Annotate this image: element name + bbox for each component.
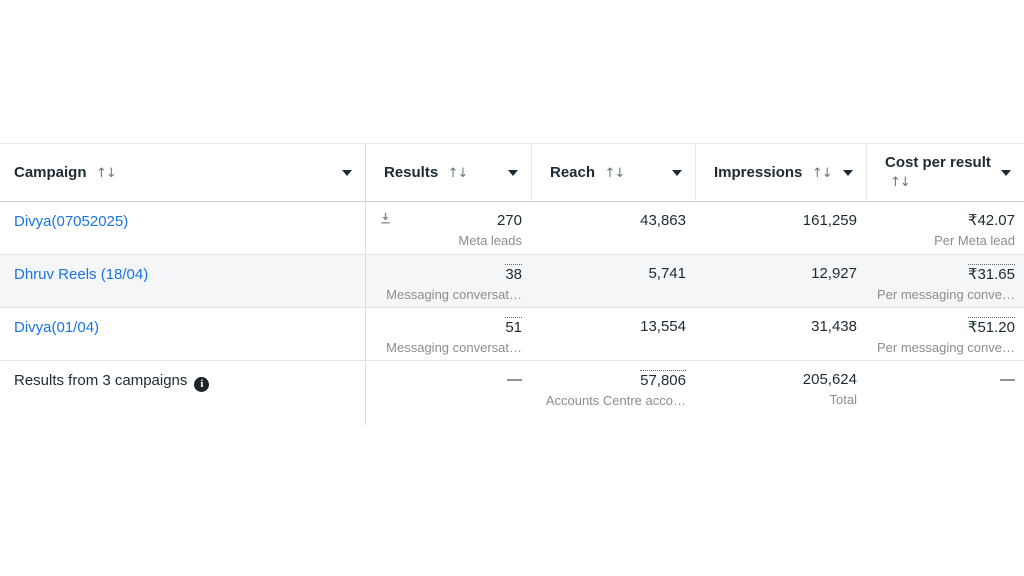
cost-per-result-cell: ₹51.20 Per messaging conve… [866,308,1024,360]
column-header-cost-per-result[interactable]: Cost per result ↑↓ [866,144,1024,201]
column-label-impressions: Impressions [714,163,803,181]
sort-icon[interactable]: ↑↓ [890,175,911,190]
cost-per-result-cell: ₹42.07 Per Meta lead [866,202,1024,254]
column-header-campaign[interactable]: Campaign ↑↓ [0,144,366,201]
reach-cell: 13,554 [531,308,695,360]
campaign-name-cell: Dhruv Reels (18/04) [0,255,366,307]
table-row: Divya(01/04) 51 Messaging conversat… 13,… [0,308,1024,361]
impressions-total-value: 205,624 [802,371,857,388]
column-label-reach: Reach [550,163,596,181]
results-value: 51 [505,317,522,336]
table-summary-row: Results from 3 campaigns i — 57,806 Accou… [0,361,1024,425]
column-label-campaign: Campaign [14,163,87,181]
cost-total-cell: — [866,361,1024,425]
impressions-cell: 31,438 [695,308,866,360]
reach-cell: 43,863 [531,202,695,254]
reach-cell: 5,741 [531,255,695,307]
chevron-down-icon[interactable] [342,169,352,176]
chevron-down-icon[interactable] [1001,169,1011,176]
cost-sublabel: Per messaging conve… [876,287,1015,302]
table-row: Dhruv Reels (18/04) 38 Messaging convers… [0,255,1024,308]
reach-value: 43,863 [640,212,686,229]
table-row: Divya(07052025) 270 Meta leads 43,863 16… [0,202,1024,255]
sort-icon[interactable]: ↑↓ [447,165,469,181]
reach-total-sublabel: Accounts Centre acco… [545,393,686,408]
column-label-results: Results [384,163,439,181]
chevron-down-icon[interactable] [508,169,518,176]
cost-per-result-cell: ₹31.65 Per messaging conve… [866,255,1024,307]
results-sublabel: Meta leads [458,233,522,248]
results-cell: 38 Messaging conversat… [366,255,531,307]
summary-label: Results from 3 campaigns [14,372,188,389]
info-icon[interactable]: i [194,376,210,392]
campaigns-table: Campaign ↑↓ Results ↑↓ Reach ↑↓ Impressi… [0,143,1024,425]
reach-value: 13,554 [640,318,686,335]
chevron-down-icon[interactable] [672,169,682,176]
download-icon[interactable] [378,211,393,226]
results-cell: 51 Messaging conversat… [366,308,531,360]
cost-total-value: — [1000,371,1015,388]
campaign-name-cell: Divya(01/04) [0,308,366,360]
info-glyph: i [200,378,204,390]
table-header-row: Campaign ↑↓ Results ↑↓ Reach ↑↓ Impressi… [0,144,1024,202]
results-cell: 270 Meta leads [366,202,531,254]
sort-icon[interactable]: ↑↓ [604,165,625,181]
results-total-cell: — [366,361,531,425]
cost-value: ₹31.65 [967,264,1015,283]
results-value: 38 [505,264,522,283]
column-header-reach[interactable]: Reach ↑↓ [531,144,695,201]
campaign-link[interactable]: Dhruv Reels (18/04) [14,266,149,283]
impressions-cell: 12,927 [695,255,866,307]
impressions-value: 12,927 [811,265,857,282]
cost-sublabel: Per Meta lead [934,233,1015,248]
impressions-total-sublabel: Total [829,392,857,407]
reach-value: 5,741 [648,265,686,282]
sort-icon[interactable]: ↑↓ [95,165,117,181]
results-value: 270 [496,212,522,229]
summary-label-cell: Results from 3 campaigns i [0,361,366,425]
impressions-cell: 161,259 [695,202,866,254]
chevron-down-icon[interactable] [843,169,853,176]
results-total-value: — [507,371,522,388]
reach-total-cell: 57,806 Accounts Centre acco… [531,361,695,425]
campaign-link[interactable]: Divya(01/04) [14,319,100,336]
results-sublabel: Messaging conversat… [386,287,522,302]
sort-icon[interactable]: ↑↓ [811,165,833,181]
campaign-name-cell: Divya(07052025) [0,202,366,254]
reach-total-value: 57,806 [640,370,686,389]
campaign-link[interactable]: Divya(07052025) [14,213,129,230]
impressions-value: 161,259 [802,212,857,229]
results-sublabel: Messaging conversat… [386,340,522,355]
cost-sublabel: Per messaging conve… [876,340,1015,355]
column-header-results[interactable]: Results ↑↓ [366,144,531,201]
cost-value: ₹42.07 [967,212,1015,229]
cost-value: ₹51.20 [967,317,1015,336]
impressions-value: 31,438 [811,318,857,335]
column-label-cost-per-result: Cost per result [885,154,991,171]
impressions-total-cell: 205,624 Total [695,361,866,425]
column-header-impressions[interactable]: Impressions ↑↓ [695,144,866,201]
